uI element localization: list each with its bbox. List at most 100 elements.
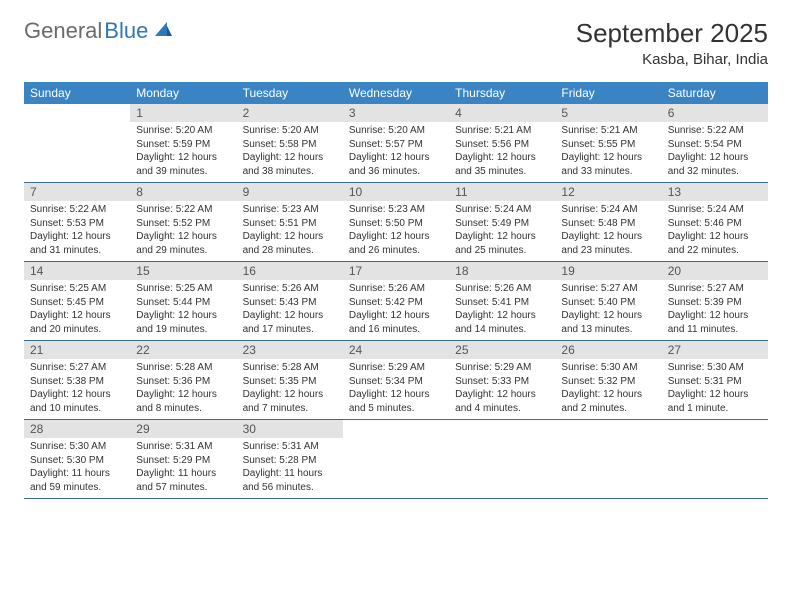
calendar-body: 1Sunrise: 5:20 AMSunset: 5:59 PMDaylight…: [24, 104, 768, 499]
day-number: 20: [662, 262, 768, 280]
day-number: 14: [24, 262, 130, 280]
day-number: 9: [237, 183, 343, 201]
day-number: 24: [343, 341, 449, 359]
day-info-line: Sunrise: 5:26 AM: [243, 282, 337, 296]
calendar-day: 15Sunrise: 5:25 AMSunset: 5:44 PMDayligh…: [130, 262, 236, 340]
day-info-line: Sunrise: 5:25 AM: [30, 282, 124, 296]
logo: General Blue: [24, 18, 173, 44]
calendar-day: [449, 420, 555, 498]
day-info-line: Sunrise: 5:28 AM: [243, 361, 337, 375]
weekday-header: Sunday Monday Tuesday Wednesday Thursday…: [24, 82, 768, 104]
day-info-line: Sunset: 5:35 PM: [243, 375, 337, 389]
weekday-label: Tuesday: [237, 82, 343, 104]
calendar-day: 26Sunrise: 5:30 AMSunset: 5:32 PMDayligh…: [555, 341, 661, 419]
day-info-line: Daylight: 12 hours and 13 minutes.: [561, 309, 655, 336]
day-number: 11: [449, 183, 555, 201]
day-info-line: Sunrise: 5:22 AM: [30, 203, 124, 217]
day-number: 26: [555, 341, 661, 359]
day-number: 21: [24, 341, 130, 359]
day-info-line: Daylight: 12 hours and 7 minutes.: [243, 388, 337, 415]
day-info-line: Sunset: 5:36 PM: [136, 375, 230, 389]
day-info-line: Daylight: 12 hours and 10 minutes.: [30, 388, 124, 415]
day-info-line: Daylight: 12 hours and 2 minutes.: [561, 388, 655, 415]
day-info-line: Sunrise: 5:30 AM: [668, 361, 762, 375]
day-info-line: Sunrise: 5:25 AM: [136, 282, 230, 296]
day-number: 2: [237, 104, 343, 122]
day-body: Sunrise: 5:30 AMSunset: 5:32 PMDaylight:…: [555, 359, 661, 419]
calendar-day: 16Sunrise: 5:26 AMSunset: 5:43 PMDayligh…: [237, 262, 343, 340]
day-info-line: Sunset: 5:54 PM: [668, 138, 762, 152]
day-info-line: Sunset: 5:43 PM: [243, 296, 337, 310]
day-body: Sunrise: 5:24 AMSunset: 5:48 PMDaylight:…: [555, 201, 661, 261]
day-info-line: Daylight: 12 hours and 22 minutes.: [668, 230, 762, 257]
logo-text-general: General: [24, 18, 102, 44]
day-info-line: Sunrise: 5:21 AM: [561, 124, 655, 138]
calendar-day: 4Sunrise: 5:21 AMSunset: 5:56 PMDaylight…: [449, 104, 555, 182]
day-body: Sunrise: 5:27 AMSunset: 5:38 PMDaylight:…: [24, 359, 130, 419]
day-body: Sunrise: 5:23 AMSunset: 5:50 PMDaylight:…: [343, 201, 449, 261]
calendar-day: 25Sunrise: 5:29 AMSunset: 5:33 PMDayligh…: [449, 341, 555, 419]
day-info-line: Sunrise: 5:30 AM: [30, 440, 124, 454]
calendar-day: 23Sunrise: 5:28 AMSunset: 5:35 PMDayligh…: [237, 341, 343, 419]
day-body: Sunrise: 5:20 AMSunset: 5:59 PMDaylight:…: [130, 122, 236, 182]
calendar-day: 6Sunrise: 5:22 AMSunset: 5:54 PMDaylight…: [662, 104, 768, 182]
day-info-line: Sunrise: 5:23 AM: [349, 203, 443, 217]
day-info-line: Daylight: 12 hours and 32 minutes.: [668, 151, 762, 178]
weekday-label: Thursday: [449, 82, 555, 104]
day-info-line: Sunrise: 5:26 AM: [349, 282, 443, 296]
day-info-line: Sunrise: 5:26 AM: [455, 282, 549, 296]
day-info-line: Daylight: 12 hours and 35 minutes.: [455, 151, 549, 178]
title-block: September 2025 Kasba, Bihar, India: [576, 18, 768, 68]
calendar-day: 12Sunrise: 5:24 AMSunset: 5:48 PMDayligh…: [555, 183, 661, 261]
day-info-line: Daylight: 11 hours and 57 minutes.: [136, 467, 230, 494]
calendar-day: 10Sunrise: 5:23 AMSunset: 5:50 PMDayligh…: [343, 183, 449, 261]
day-info-line: Sunset: 5:58 PM: [243, 138, 337, 152]
day-info-line: Daylight: 12 hours and 14 minutes.: [455, 309, 549, 336]
day-body: Sunrise: 5:26 AMSunset: 5:42 PMDaylight:…: [343, 280, 449, 340]
day-info-line: Daylight: 12 hours and 5 minutes.: [349, 388, 443, 415]
calendar-day: 18Sunrise: 5:26 AMSunset: 5:41 PMDayligh…: [449, 262, 555, 340]
header: General Blue September 2025 Kasba, Bihar…: [24, 18, 768, 68]
day-body: Sunrise: 5:29 AMSunset: 5:34 PMDaylight:…: [343, 359, 449, 419]
weekday-label: Monday: [130, 82, 236, 104]
day-info-line: Sunset: 5:39 PM: [668, 296, 762, 310]
day-body: Sunrise: 5:30 AMSunset: 5:31 PMDaylight:…: [662, 359, 768, 419]
day-number: 15: [130, 262, 236, 280]
day-info-line: Sunset: 5:45 PM: [30, 296, 124, 310]
day-body: Sunrise: 5:20 AMSunset: 5:57 PMDaylight:…: [343, 122, 449, 182]
calendar-day: 21Sunrise: 5:27 AMSunset: 5:38 PMDayligh…: [24, 341, 130, 419]
day-body: Sunrise: 5:27 AMSunset: 5:39 PMDaylight:…: [662, 280, 768, 340]
day-number: 17: [343, 262, 449, 280]
day-info-line: Sunset: 5:34 PM: [349, 375, 443, 389]
day-info-line: Sunrise: 5:24 AM: [561, 203, 655, 217]
day-body: Sunrise: 5:22 AMSunset: 5:54 PMDaylight:…: [662, 122, 768, 182]
day-body: [343, 424, 449, 430]
day-body: Sunrise: 5:23 AMSunset: 5:51 PMDaylight:…: [237, 201, 343, 261]
day-body: Sunrise: 5:25 AMSunset: 5:44 PMDaylight:…: [130, 280, 236, 340]
day-body: Sunrise: 5:22 AMSunset: 5:52 PMDaylight:…: [130, 201, 236, 261]
day-info-line: Sunset: 5:51 PM: [243, 217, 337, 231]
day-number: 19: [555, 262, 661, 280]
calendar-page: General Blue September 2025 Kasba, Bihar…: [0, 0, 792, 517]
day-info-line: Sunrise: 5:23 AM: [243, 203, 337, 217]
day-info-line: Sunset: 5:50 PM: [349, 217, 443, 231]
day-body: Sunrise: 5:24 AMSunset: 5:46 PMDaylight:…: [662, 201, 768, 261]
day-number: 6: [662, 104, 768, 122]
calendar: Sunday Monday Tuesday Wednesday Thursday…: [24, 82, 768, 499]
day-number: 3: [343, 104, 449, 122]
calendar-day: 24Sunrise: 5:29 AMSunset: 5:34 PMDayligh…: [343, 341, 449, 419]
day-number: 27: [662, 341, 768, 359]
calendar-day: 2Sunrise: 5:20 AMSunset: 5:58 PMDaylight…: [237, 104, 343, 182]
day-number: 28: [24, 420, 130, 438]
day-info-line: Sunset: 5:28 PM: [243, 454, 337, 468]
day-body: [555, 424, 661, 430]
day-number: 30: [237, 420, 343, 438]
day-info-line: Sunrise: 5:28 AM: [136, 361, 230, 375]
calendar-week: 1Sunrise: 5:20 AMSunset: 5:59 PMDaylight…: [24, 104, 768, 183]
day-info-line: Daylight: 12 hours and 8 minutes.: [136, 388, 230, 415]
calendar-week: 28Sunrise: 5:30 AMSunset: 5:30 PMDayligh…: [24, 420, 768, 499]
day-info-line: Daylight: 12 hours and 19 minutes.: [136, 309, 230, 336]
day-info-line: Daylight: 11 hours and 59 minutes.: [30, 467, 124, 494]
day-info-line: Daylight: 12 hours and 11 minutes.: [668, 309, 762, 336]
day-body: Sunrise: 5:21 AMSunset: 5:55 PMDaylight:…: [555, 122, 661, 182]
